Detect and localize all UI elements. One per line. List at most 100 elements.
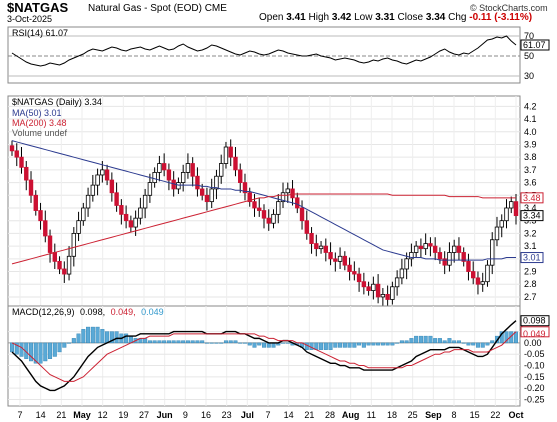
candle-body — [161, 163, 167, 171]
x-axis-labels-bottom: 7 14 21 May 12 19 27 Jun 9 16 23 Jul 7 14 21 28 Aug 11 18 2… — [17, 410, 523, 420]
x-tick-label: 14 — [284, 410, 294, 420]
macd-histogram-bar — [223, 340, 228, 344]
candle-body — [209, 188, 214, 203]
candle-body — [466, 260, 471, 272]
candle-body — [437, 252, 443, 260]
x-tick-label: 12 — [98, 410, 108, 420]
moving-average-line — [11, 140, 516, 261]
macd-histogram-bar — [461, 342, 466, 344]
candle-body — [451, 245, 457, 253]
candle-body — [413, 245, 419, 253]
candle-body — [204, 194, 210, 203]
macd-histogram-bar — [38, 342, 43, 364]
macd-histogram-bar — [376, 342, 381, 346]
candle-body — [399, 268, 405, 279]
x-tick-label: 28 — [325, 410, 335, 420]
chg-label: Chg — [448, 12, 467, 23]
candle-body — [423, 243, 428, 250]
candle-body — [24, 166, 29, 181]
candle-body — [185, 163, 191, 173]
macd-histogram-bar — [48, 342, 53, 359]
ticker-symbol: $NATGAS — [7, 0, 69, 15]
rsi-tick-label: 50 — [524, 51, 534, 61]
macd-histogram-bar — [33, 342, 38, 364]
candle-body — [432, 245, 438, 253]
macd-histogram-bar — [200, 340, 205, 344]
x-tick-label: Jul — [241, 410, 254, 420]
macd-histogram-bar — [57, 342, 62, 353]
macd-histogram-bar — [29, 342, 34, 362]
candle-body — [494, 226, 500, 241]
macd-histogram-bar — [105, 331, 110, 344]
x-tick-label: 14 — [36, 410, 46, 420]
macd-histogram-bar — [466, 342, 471, 346]
macd-histogram-bar — [366, 342, 371, 346]
macd-histogram-bar — [262, 342, 267, 348]
candle-body — [104, 169, 110, 181]
macd-histogram-bar — [185, 340, 190, 344]
macd-histogram-bar — [162, 340, 167, 344]
candle-body — [238, 169, 243, 183]
candle-body — [114, 192, 119, 206]
macd-histogram-bar — [247, 342, 252, 346]
macd-panel-frame — [7, 305, 521, 407]
candle-body — [19, 156, 24, 168]
macd-legend-signal: 0.049, — [111, 307, 136, 317]
candle-body — [233, 156, 238, 171]
macd-series-line — [11, 331, 517, 382]
candle-body — [337, 255, 343, 262]
macd-histogram-bar — [238, 342, 243, 344]
candle-body — [180, 172, 186, 183]
macd-histogram-bar — [418, 335, 423, 344]
macd-tick-label: -0.20 — [524, 383, 545, 393]
macd-histogram-bar — [219, 342, 224, 344]
price-tick-label: 3.8 — [524, 152, 537, 162]
macd-value-boxes: 0.098 0.049 — [520, 315, 550, 339]
candle-body — [166, 169, 172, 181]
macd-tick-label: -0.05 — [524, 349, 545, 359]
price-legend: $NATGAS (Daily) 3.34 MA(50) 3.01 MA(200)… — [12, 97, 102, 138]
x-tick-label: May — [73, 410, 91, 420]
candle-body — [276, 201, 281, 215]
candle-body — [228, 146, 233, 158]
candle-body — [261, 210, 267, 219]
candle-body — [252, 201, 257, 209]
candle-body — [299, 207, 305, 222]
macd-legend-macd: 0.098, — [80, 307, 105, 317]
chg-value: -0.11 (-3.11%) — [469, 12, 533, 23]
instrument-description: Natural Gas - Spot (EOD) CME — [88, 3, 227, 14]
macd-value-label: 0.049 — [523, 329, 546, 339]
candle-body — [119, 205, 124, 215]
candle-body — [380, 293, 386, 298]
macd-histogram-bar — [338, 342, 343, 348]
candle-body — [409, 252, 414, 260]
macd-histogram-bar — [404, 340, 409, 344]
macd-histogram-bar — [157, 340, 162, 344]
macd-histogram-bar — [233, 340, 238, 344]
candle-body — [347, 264, 352, 272]
x-tick-label: Jun — [157, 410, 173, 420]
candle-body — [28, 179, 34, 196]
macd-histogram-bar — [490, 340, 495, 344]
x-tick-label: 11 — [367, 410, 376, 420]
candle-body — [485, 264, 490, 283]
high-value: 3.42 — [331, 12, 352, 23]
candle-body — [456, 245, 462, 253]
candle-body — [471, 271, 476, 279]
ma50-legend: MA(50) 3.01 — [12, 108, 62, 118]
macd-histogram-bar — [204, 342, 209, 344]
candle-body — [280, 192, 286, 203]
candle-body — [257, 207, 262, 211]
macd-histogram-bar — [352, 342, 357, 348]
price-tick-label: 3.1 — [524, 241, 537, 251]
candle-body — [285, 188, 290, 194]
candle-body — [461, 252, 466, 262]
price-tick-label: 4.1 — [524, 114, 537, 124]
candle-body — [85, 194, 91, 209]
candle-body — [128, 220, 134, 228]
rsi-gridlines — [8, 35, 520, 77]
macd-histogram-bar — [385, 342, 390, 346]
macd-histogram-bar — [442, 340, 447, 344]
candle-body — [314, 243, 319, 250]
